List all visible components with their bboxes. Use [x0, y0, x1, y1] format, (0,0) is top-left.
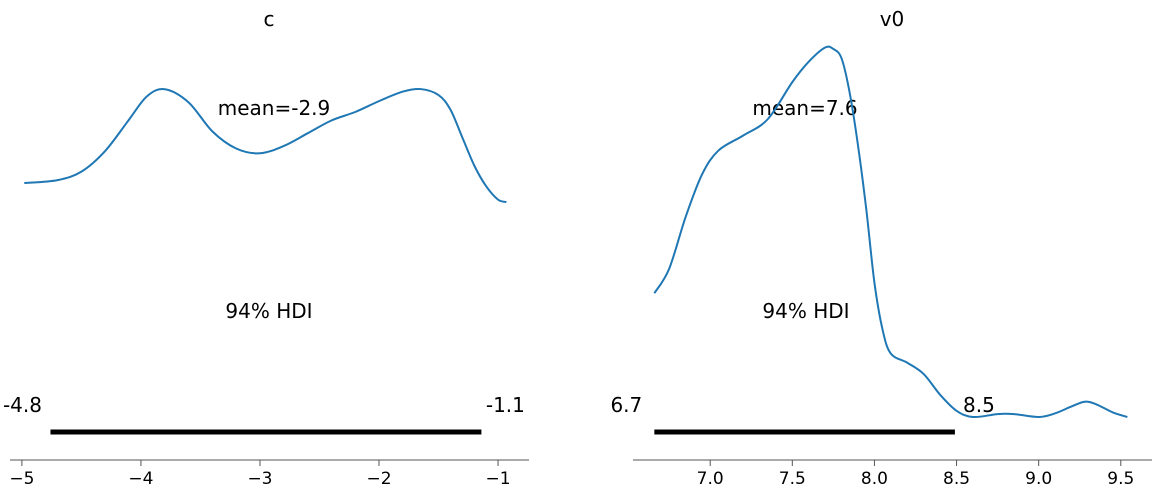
x-tick-label: 8.0: [861, 469, 888, 489]
hdi-low-label: -4.8: [3, 393, 42, 417]
hdi-label: 94% HDI: [762, 299, 849, 323]
x-tick-label: −4: [128, 469, 153, 489]
density-curve: [653, 45, 1128, 419]
posterior-panel-c: c mean=-2.9 94% HDI -4.8 -1.1 −5 −4 −3 −2 −1: [3, 7, 529, 489]
x-tick-label: −3: [247, 469, 272, 489]
mean-label: mean=7.6: [752, 96, 857, 120]
panel-title: c: [264, 7, 275, 31]
panel-title: v0: [880, 7, 905, 31]
x-tick-label: −1: [486, 469, 511, 489]
x-tick-label: 9.0: [1025, 469, 1052, 489]
hdi-high-label: -1.1: [486, 393, 525, 417]
hdi-low-label: 6.7: [610, 393, 642, 417]
posterior-panel-v0: v0 mean=7.6 94% HDI 6.7 8.5 7.0 7.5 8.0 8.5 9…: [610, 7, 1152, 489]
hdi-high-label: 8.5: [963, 393, 995, 417]
hdi-label: 94% HDI: [225, 299, 312, 323]
mean-label: mean=-2.9: [218, 96, 331, 120]
x-tick-label: 9.5: [1107, 469, 1134, 489]
x-tick-label: 8.5: [943, 469, 970, 489]
x-tick-label: 7.0: [697, 469, 724, 489]
x-tick-label: −5: [9, 469, 34, 489]
x-tick-label: −2: [366, 469, 391, 489]
x-tick-label: 7.5: [779, 469, 806, 489]
density-curve: [24, 87, 507, 203]
